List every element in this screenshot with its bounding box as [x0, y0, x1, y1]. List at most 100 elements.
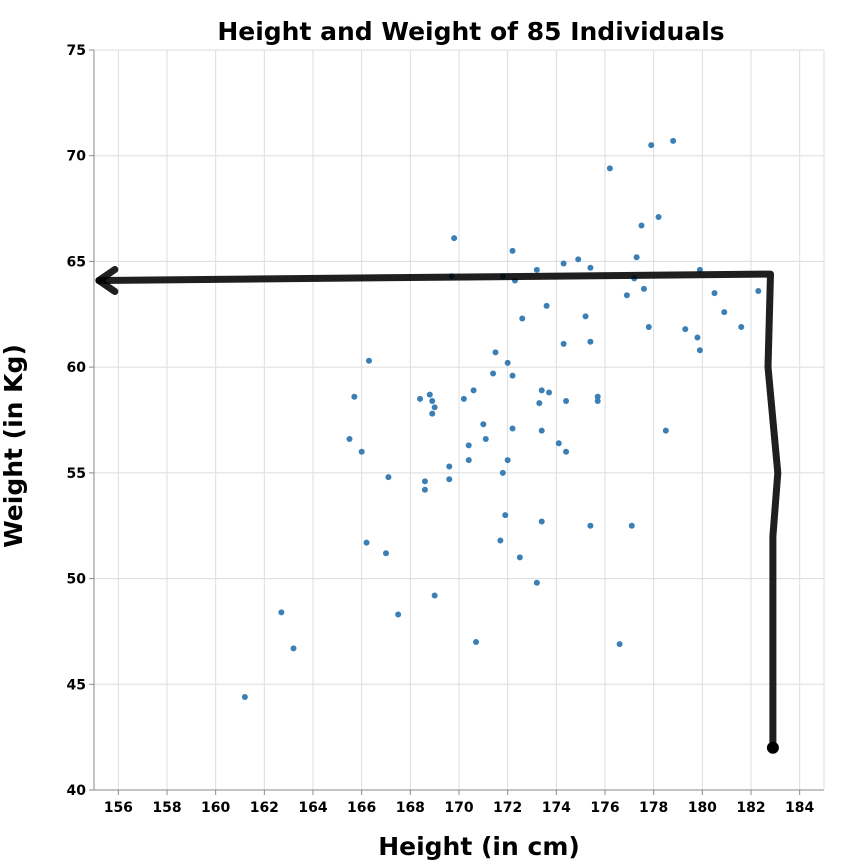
x-tick-label: 180 — [688, 800, 717, 816]
data-point — [587, 522, 594, 529]
data-point — [538, 427, 545, 434]
data-point — [582, 313, 589, 320]
data-point — [509, 425, 516, 432]
data-point — [616, 641, 623, 648]
data-point — [460, 395, 467, 402]
x-tick-label: 164 — [298, 800, 327, 816]
data-point — [241, 693, 248, 700]
data-point — [543, 302, 550, 309]
x-tick-label: 178 — [639, 800, 668, 816]
x-axis-title: Height (in cm) — [378, 832, 580, 861]
data-point — [560, 340, 567, 347]
data-point — [606, 165, 613, 172]
x-tick-label: 156 — [104, 800, 133, 816]
data-point — [755, 288, 762, 295]
data-point — [470, 387, 477, 394]
y-tick-label: 75 — [67, 43, 86, 59]
data-point — [490, 370, 497, 377]
data-point — [363, 539, 370, 546]
data-point — [446, 476, 453, 483]
x-tick-label: 170 — [444, 800, 473, 816]
data-point — [365, 357, 372, 364]
y-axis-title: Weight (in Kg) — [0, 344, 28, 548]
data-point — [417, 395, 424, 402]
x-tick-label: 182 — [736, 800, 765, 816]
x-tick-label: 184 — [785, 800, 814, 816]
annotation-arrowhead — [95, 265, 119, 295]
data-point — [587, 264, 594, 271]
data-point — [670, 137, 677, 144]
x-tick-label: 166 — [347, 800, 376, 816]
gridlines — [94, 49, 824, 791]
data-point — [385, 474, 392, 481]
x-tick-label: 162 — [250, 800, 279, 816]
data-point — [721, 309, 728, 316]
y-tick-label: 55 — [67, 466, 86, 482]
annotation-stroke — [95, 270, 782, 752]
data-point — [628, 522, 635, 529]
data-point — [497, 537, 504, 544]
data-point — [290, 645, 297, 652]
data-point — [594, 397, 601, 404]
data-point — [465, 457, 472, 464]
y-tick-label: 50 — [67, 572, 87, 588]
data-point — [536, 400, 543, 407]
data-point — [492, 349, 499, 356]
data-point — [429, 397, 436, 404]
data-point — [696, 347, 703, 354]
data-point — [383, 550, 389, 557]
data-point — [473, 639, 480, 645]
data-point — [516, 554, 523, 561]
data-point — [738, 323, 745, 330]
x-tick-label: 168 — [396, 800, 425, 816]
data-point — [694, 334, 701, 341]
data-point — [587, 338, 594, 345]
data-point — [431, 592, 438, 599]
y-tick-label: 40 — [67, 783, 87, 799]
data-point — [538, 387, 545, 394]
data-point — [504, 359, 511, 366]
data-point — [502, 512, 509, 519]
data-point — [421, 478, 428, 485]
data-point — [533, 266, 540, 273]
data-point — [711, 290, 718, 297]
data-point — [446, 463, 453, 470]
chart-title: Height and Weight of 85 Individuals — [217, 17, 724, 46]
data-point — [555, 440, 562, 447]
data-point — [560, 260, 567, 267]
data-point — [648, 142, 655, 149]
data-point — [509, 372, 516, 379]
data-point — [482, 436, 489, 443]
data-point — [575, 256, 582, 263]
data-point — [594, 393, 601, 400]
data-point — [509, 247, 516, 254]
data-point — [533, 579, 540, 586]
data-point — [431, 404, 438, 411]
x-axis-ticks: 156 158 160 162 164 166 168 170 172 174 176 178 180 1… — [104, 790, 815, 816]
y-tick-label: 60 — [67, 360, 87, 376]
data-point — [351, 393, 358, 400]
data-point — [395, 611, 402, 618]
data-point — [278, 609, 285, 616]
data-point — [645, 323, 652, 330]
data-point — [682, 326, 689, 333]
data-point — [563, 397, 570, 404]
x-tick-label: 172 — [493, 800, 522, 816]
data-point — [538, 518, 545, 525]
y-tick-label: 70 — [67, 149, 87, 165]
hand-drawn-arrow-annotation — [95, 265, 782, 754]
data-point — [640, 285, 647, 292]
x-tick-label: 174 — [542, 800, 571, 816]
data-point — [655, 214, 662, 221]
data-point — [519, 315, 526, 322]
y-tick-label: 45 — [67, 677, 86, 693]
data-point — [623, 292, 630, 299]
data-point — [633, 254, 640, 261]
data-point — [429, 410, 436, 417]
data-point — [358, 448, 365, 455]
data-point — [346, 436, 353, 443]
annotation-start-blot — [766, 741, 779, 754]
data-point — [480, 421, 487, 428]
